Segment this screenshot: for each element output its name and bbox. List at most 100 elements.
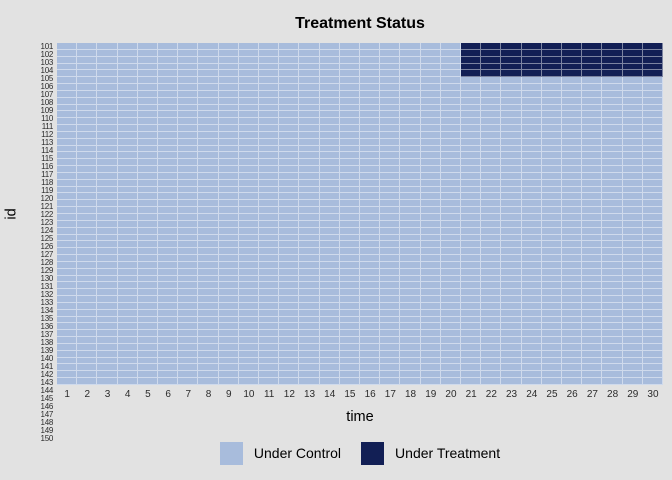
heatmap-cell (259, 220, 280, 228)
heatmap-cell (622, 371, 643, 379)
heatmap-cell (117, 234, 138, 242)
heatmap-cell (77, 145, 98, 153)
heatmap-cell (259, 309, 280, 317)
heatmap-cell (582, 49, 603, 57)
heatmap-cell (299, 56, 320, 64)
heatmap-cell (218, 138, 239, 146)
heatmap-cell (339, 248, 360, 256)
heatmap-cell (77, 248, 98, 256)
heatmap-cell (360, 261, 381, 269)
heatmap-cell (420, 49, 441, 57)
heatmap-cell (77, 179, 98, 187)
heatmap-cell (319, 268, 340, 276)
heatmap-cell (319, 186, 340, 194)
heatmap-cell (97, 261, 118, 269)
heatmap-cell (562, 316, 583, 324)
heatmap-cell (259, 275, 280, 283)
heatmap-cell (461, 84, 482, 91)
heatmap-cell (562, 282, 583, 290)
heatmap-cell (97, 200, 118, 208)
heatmap-cell (642, 111, 663, 119)
heatmap-cell (501, 378, 522, 385)
heatmap-cell (339, 145, 360, 153)
heatmap-cell (238, 364, 259, 372)
heatmap-cell (360, 302, 381, 310)
y-tick-label: 127 (40, 250, 54, 259)
heatmap-cell (218, 43, 239, 50)
heatmap-cell (400, 200, 421, 208)
heatmap-cell (299, 282, 320, 290)
y-tick-label: 150 (40, 434, 54, 443)
y-tick-label: 116 (41, 162, 53, 171)
heatmap-cell (521, 241, 542, 249)
heatmap-cell (642, 207, 663, 214)
heatmap-cell (582, 77, 603, 85)
heatmap-cell (461, 316, 482, 324)
heatmap-cell (319, 138, 340, 146)
heatmap-cell (582, 56, 603, 64)
heatmap-cell (642, 268, 663, 276)
heatmap-cell (117, 70, 138, 78)
heatmap-cell (97, 364, 118, 372)
heatmap-cell (481, 186, 502, 194)
heatmap-cell (582, 296, 603, 303)
heatmap-cell (521, 138, 542, 146)
heatmap-cell (259, 364, 280, 372)
heatmap-cell (602, 316, 623, 324)
heatmap-cell (319, 152, 340, 160)
heatmap-cell (360, 255, 381, 262)
heatmap-cell (137, 97, 158, 105)
heatmap-cell (279, 49, 300, 57)
x-tick-label: 7 (185, 389, 192, 400)
heatmap-cell (481, 227, 502, 235)
heatmap-cell (541, 97, 562, 105)
heatmap-cell (582, 131, 603, 139)
heatmap-cell (642, 323, 663, 331)
heatmap-cell (117, 350, 138, 358)
heatmap-cell (238, 77, 259, 85)
heatmap-cell (501, 172, 522, 180)
heatmap-cell (218, 90, 239, 98)
heatmap-cell (360, 268, 381, 276)
heatmap-cell (501, 275, 522, 283)
heatmap-cell (521, 97, 542, 105)
heatmap-cell (137, 323, 158, 331)
heatmap-cell (501, 152, 522, 160)
heatmap-cell (77, 255, 98, 262)
heatmap-cell (481, 350, 502, 358)
heatmap-cell (400, 138, 421, 146)
heatmap-cell (622, 207, 643, 214)
heatmap-cell (420, 261, 441, 269)
heatmap-cell (77, 282, 98, 290)
heatmap-cell (158, 261, 179, 269)
heatmap-cell (158, 330, 179, 338)
heatmap-cell (440, 268, 461, 276)
heatmap-cell (198, 255, 219, 262)
heatmap-cell (582, 343, 603, 351)
heatmap-cell (178, 200, 199, 208)
heatmap-cell (218, 255, 239, 262)
heatmap-cell (259, 330, 280, 338)
heatmap-cell (440, 248, 461, 256)
heatmap-cell (481, 179, 502, 187)
heatmap-cell (339, 159, 360, 167)
heatmap-cell (279, 172, 300, 180)
heatmap-cell (238, 43, 259, 50)
heatmap-cell (642, 172, 663, 180)
legend-swatch-treatment (361, 441, 385, 465)
heatmap-cell (481, 275, 502, 283)
heatmap-cell (117, 241, 138, 249)
heatmap-cell (117, 309, 138, 317)
heatmap-cell (380, 337, 401, 344)
heatmap-cell (360, 378, 381, 385)
heatmap-cell (420, 234, 441, 242)
heatmap-cell (238, 200, 259, 208)
heatmap-cell (198, 207, 219, 214)
heatmap-cell (602, 138, 623, 146)
x-tick-label: 20 (445, 389, 457, 400)
heatmap-cell (137, 172, 158, 180)
x-axis-title: time (346, 409, 374, 425)
heatmap-cell (582, 214, 603, 221)
heatmap-cell (521, 316, 542, 324)
heatmap-cell (137, 275, 158, 283)
